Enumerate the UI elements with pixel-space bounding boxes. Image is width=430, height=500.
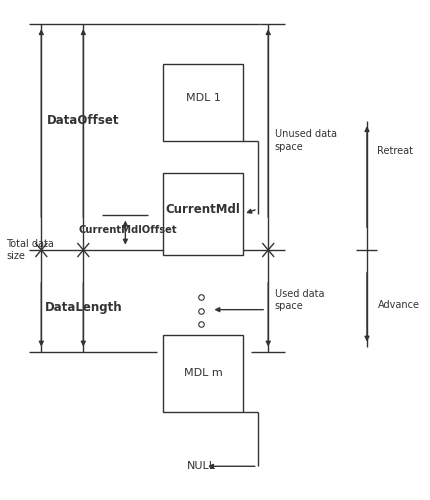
Bar — [163, 64, 243, 140]
Text: Unused data
space: Unused data space — [274, 130, 337, 152]
Text: MDL 1: MDL 1 — [186, 93, 221, 103]
Text: CurrentMdlOffset: CurrentMdlOffset — [78, 225, 177, 235]
Text: Retreat: Retreat — [378, 146, 414, 156]
Text: Used data
space: Used data space — [274, 288, 324, 311]
Bar — [163, 173, 243, 255]
Text: DataOffset: DataOffset — [47, 114, 120, 127]
Text: NULL: NULL — [187, 462, 215, 471]
Bar — [163, 334, 243, 411]
Text: CurrentMdl: CurrentMdl — [166, 204, 240, 216]
Text: Advance: Advance — [378, 300, 420, 310]
Text: DataLength: DataLength — [45, 300, 122, 314]
Text: MDL m: MDL m — [184, 368, 222, 378]
Text: Total data
size: Total data size — [6, 239, 54, 261]
